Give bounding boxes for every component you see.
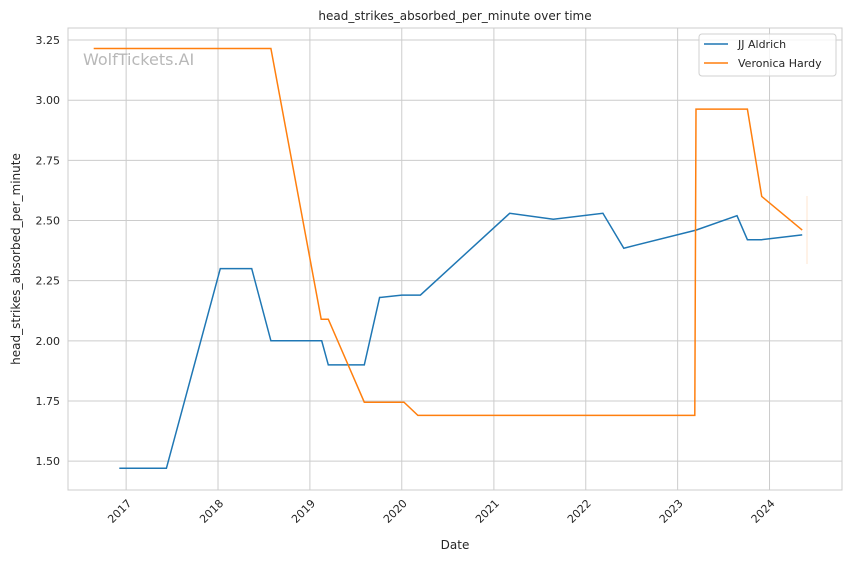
y-tick-label: 3.00 xyxy=(36,94,61,107)
y-tick-label: 2.50 xyxy=(36,215,61,228)
x-tick-label: 2020 xyxy=(381,497,410,526)
x-tick-label: 2019 xyxy=(289,497,318,526)
legend-label-jj-aldrich: JJ Aldrich xyxy=(737,38,786,51)
y-tick-label: 2.25 xyxy=(36,275,61,288)
y-tick-label: 2.75 xyxy=(36,154,61,167)
chart-title: head_strikes_absorbed_per_minute over ti… xyxy=(318,9,591,23)
y-tick-label: 3.25 xyxy=(36,34,61,47)
x-tick-label: 2017 xyxy=(105,497,134,526)
x-tick-label: 2022 xyxy=(565,497,594,526)
y-tick-label: 1.50 xyxy=(36,455,61,468)
series-line-veronica-hardy xyxy=(93,47,803,417)
x-tick-label: 2018 xyxy=(197,497,226,526)
y-axis-label: head_strikes_absorbed_per_minute xyxy=(9,153,23,365)
series-line-jj-aldrich xyxy=(119,212,803,470)
x-axis-label: Date xyxy=(441,538,470,552)
x-tick-label: 2024 xyxy=(749,497,778,526)
legend-box xyxy=(698,33,837,77)
plot-area xyxy=(67,27,843,491)
y-tick-label: 1.75 xyxy=(36,395,61,408)
legend-label-veronica-hardy: Veronica Hardy xyxy=(738,57,822,70)
x-tick-label: 2023 xyxy=(657,497,686,526)
x-tick-label: 2021 xyxy=(473,497,502,526)
y-tick-label: 2.00 xyxy=(36,335,61,348)
watermark: WolfTickets.AI xyxy=(83,50,194,69)
legend: JJ Aldrich Veronica Hardy xyxy=(698,33,837,77)
